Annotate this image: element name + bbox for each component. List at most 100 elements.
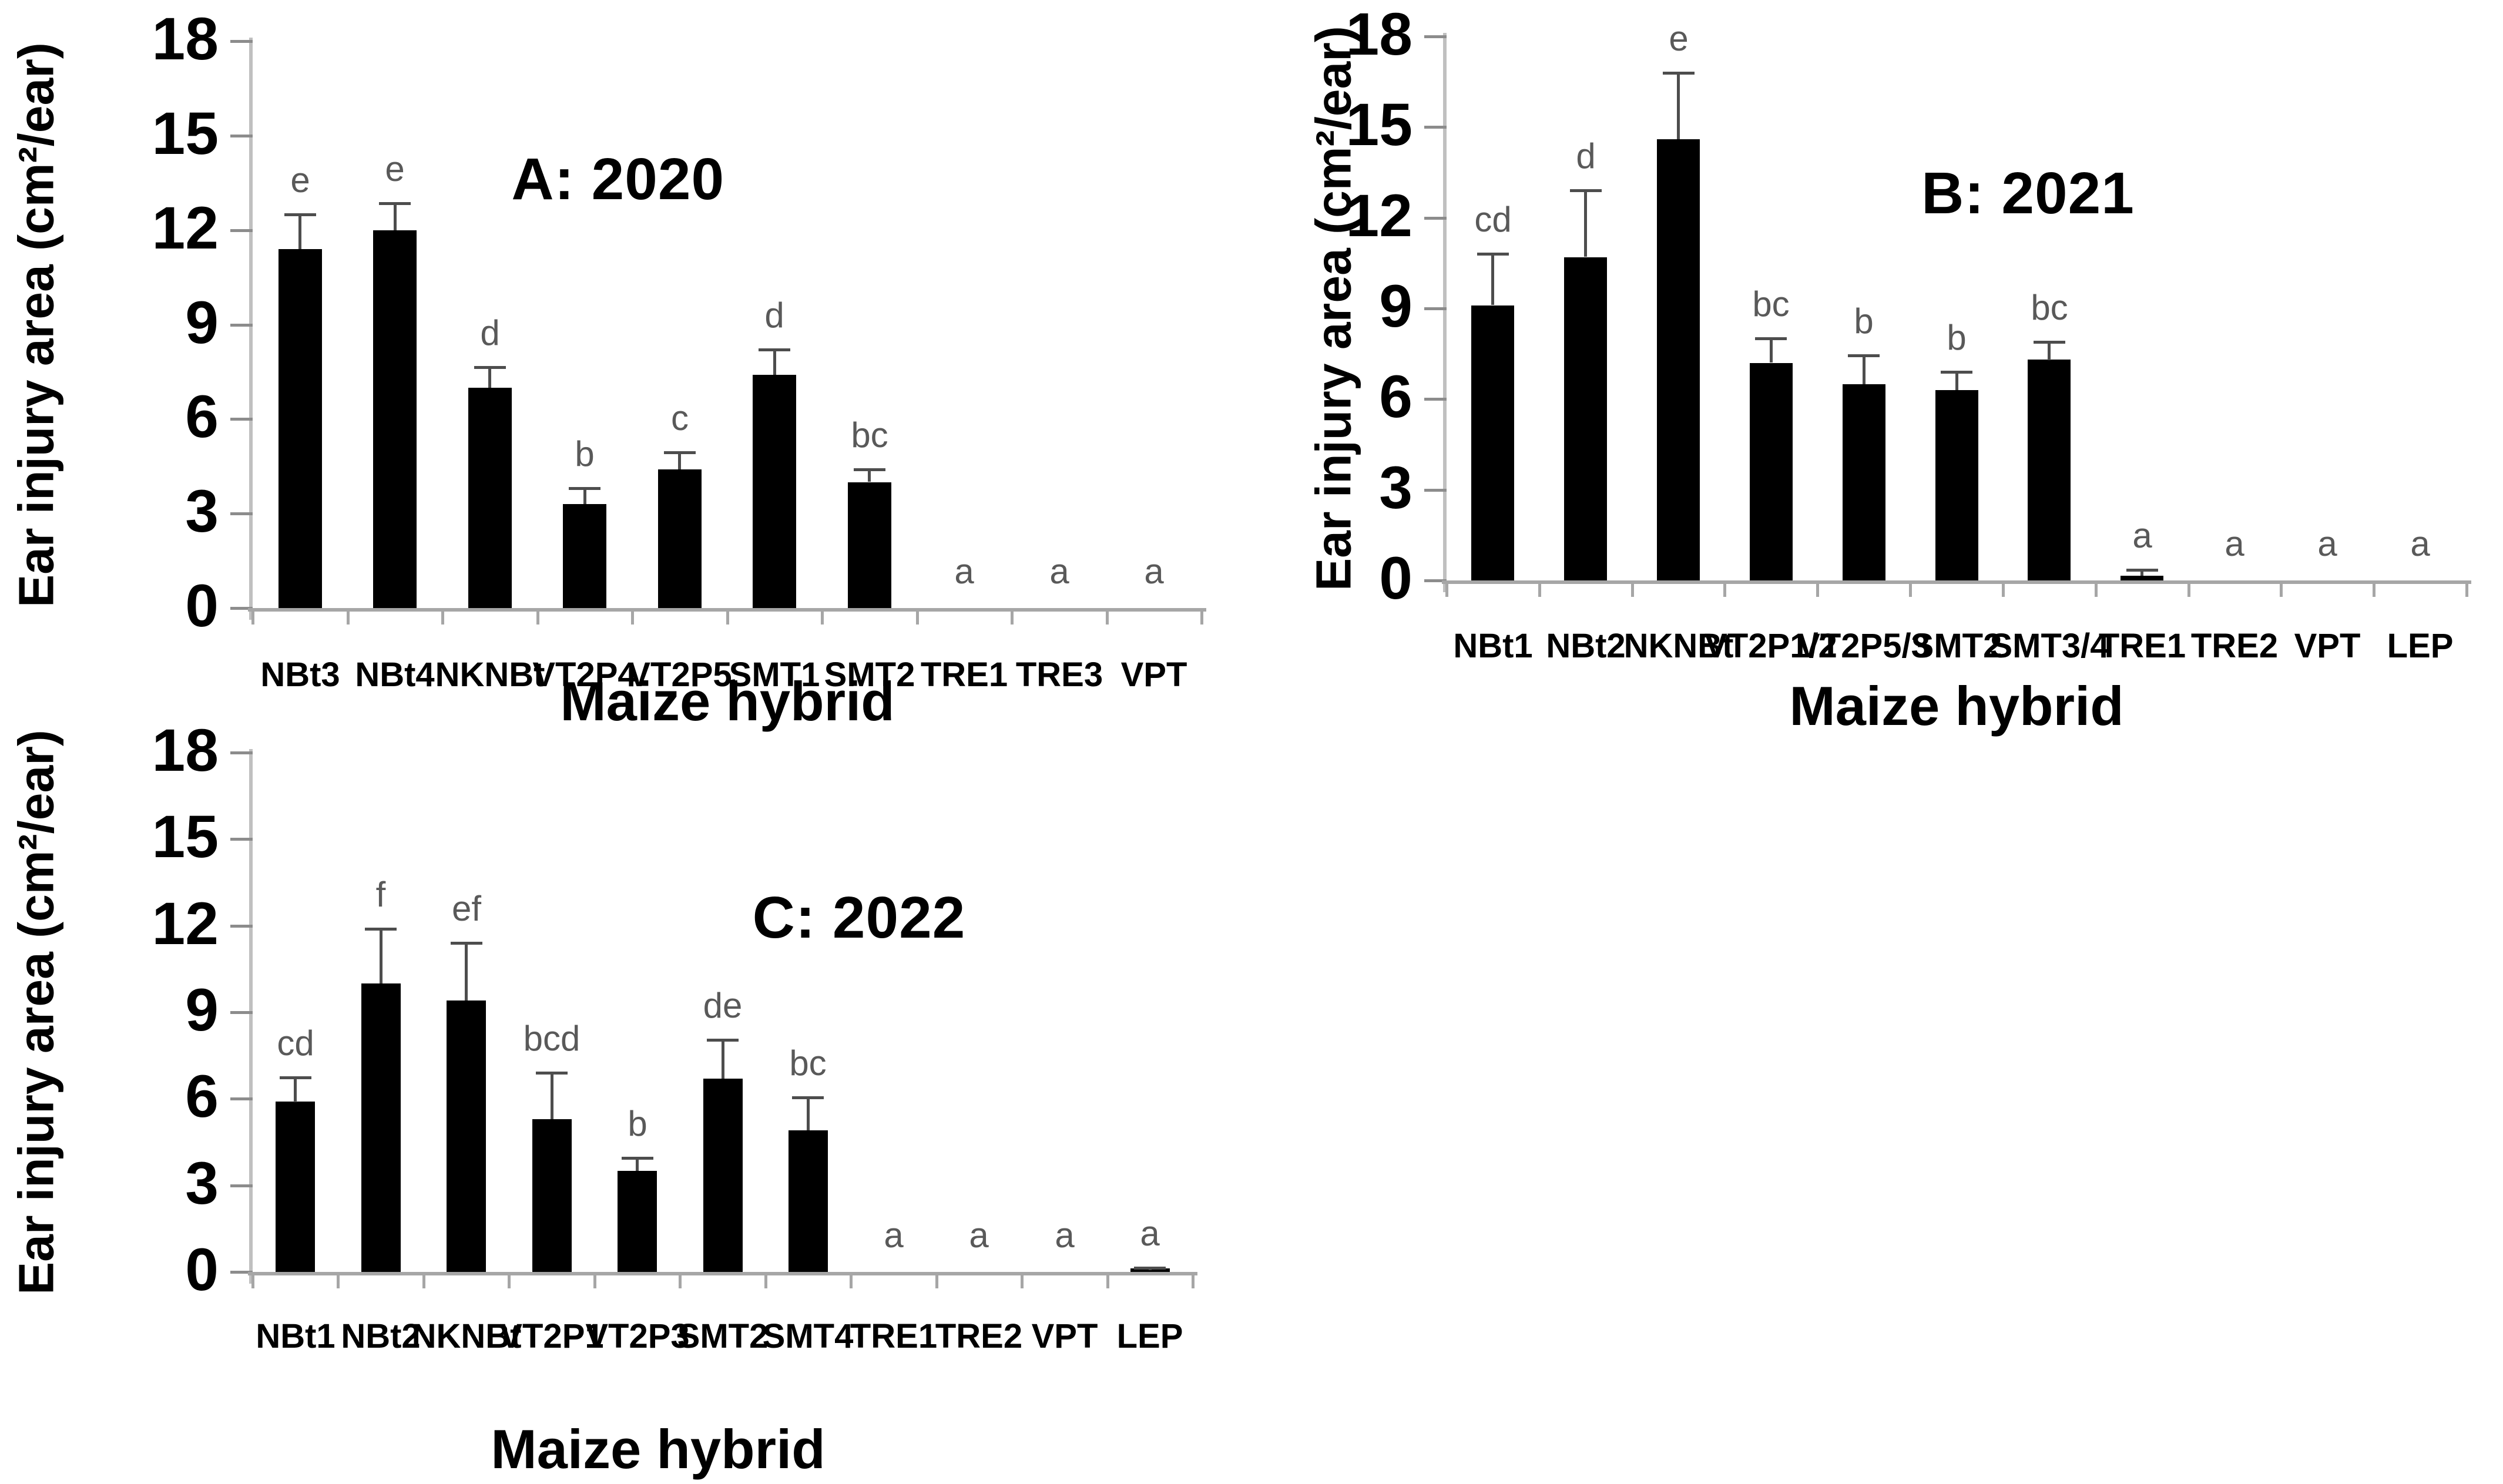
bar-smt4	[789, 1130, 828, 1272]
x-category-label-lep: LEP	[1116, 1317, 1183, 1355]
error-bar-cap-vt2p5-3	[1848, 354, 1880, 357]
error-bar-cap-nknbt	[474, 365, 506, 369]
bar-vt2p1-2	[1750, 363, 1793, 580]
x-tick-c	[935, 1275, 938, 1288]
y-tick-b	[1424, 307, 1447, 310]
bar-nbt1	[1471, 305, 1514, 580]
significance-letter-nbt2: d	[1576, 136, 1596, 176]
significance-letter-vt2p4: b	[575, 434, 595, 474]
error-bar-vt2p1-2	[1770, 338, 1773, 363]
x-tick-a	[347, 612, 350, 625]
significance-letter-nknbt: e	[1669, 19, 1689, 58]
x-tick-a	[536, 612, 539, 625]
x-tick-c	[251, 1275, 254, 1288]
x-category-label-smt4: SMT4	[762, 1317, 854, 1355]
error-bar-smt2	[1955, 372, 1958, 391]
significance-letter-nbt4: e	[385, 149, 405, 189]
x-axis-title-c: Maize hybrid	[491, 1418, 826, 1480]
x-tick-a	[916, 612, 919, 625]
bar-smt3-4	[2028, 360, 2071, 580]
y-tick-c	[230, 1184, 253, 1187]
error-bar-nbt4	[394, 203, 397, 231]
error-bar-vt2p1	[551, 1073, 553, 1120]
x-category-label-vt2p1-2: VT2P1/2	[1705, 627, 1837, 665]
error-bar-smt2	[868, 469, 871, 482]
error-bar-nbt1	[1491, 254, 1494, 305]
error-bar-smt2	[722, 1039, 724, 1079]
x-tick-b	[2373, 584, 2375, 597]
bar-vt2p1	[532, 1119, 572, 1272]
error-bar-nbt2	[380, 928, 383, 983]
y-tick-c	[230, 838, 253, 841]
bar-smt2	[848, 482, 891, 608]
x-category-label-nbt1: NBt1	[1453, 627, 1533, 665]
y-axis-line-a	[249, 38, 253, 620]
x-tick-b	[1909, 584, 1912, 597]
y-tick-label-a: 6	[185, 383, 219, 451]
significance-letter-vt2p3: b	[628, 1104, 647, 1143]
error-bar-cap-tre1	[2126, 568, 2158, 572]
error-bar-vt2p4	[583, 488, 586, 505]
y-tick-label-a: 3	[185, 478, 219, 545]
error-bar-vt2p5	[678, 452, 681, 469]
significance-letter-lep: a	[2410, 524, 2430, 563]
x-category-label-tre2: TRE2	[935, 1317, 1023, 1355]
x-axis-line-a	[248, 608, 1206, 612]
x-category-label-nknbt: NKNBt	[411, 1317, 522, 1355]
y-tick-a	[230, 418, 253, 421]
error-bar-cap-nbt1	[280, 1076, 311, 1079]
x-tick-a	[726, 612, 729, 625]
bar-vt2p5-3	[1843, 384, 1885, 580]
significance-letter-nknbt: ef	[451, 889, 482, 928]
y-tick-label-b: 3	[1379, 454, 1412, 521]
y-tick-a	[230, 229, 253, 232]
significance-letter-smt2: de	[703, 986, 743, 1025]
y-tick-label-a: 18	[152, 5, 219, 72]
x-category-label-tre3: TRE3	[1015, 656, 1103, 694]
x-tick-b	[2002, 584, 2005, 597]
significance-letter-tre1: a	[954, 552, 974, 591]
y-tick-label-b: 18	[1346, 0, 1412, 68]
x-tick-c	[1021, 1275, 1024, 1288]
x-category-label-tre1: TRE1	[850, 1317, 938, 1355]
bar-nknbt	[447, 1000, 486, 1272]
error-bar-nknbt	[1677, 72, 1680, 139]
y-tick-label-c: 12	[152, 889, 219, 957]
bar-vt2p4	[563, 504, 606, 608]
x-tick-a	[821, 612, 824, 625]
y-tick-a	[230, 323, 253, 327]
error-bar-cap-nbt1	[1477, 253, 1509, 256]
bar-smt1	[753, 375, 796, 608]
y-tick-c	[230, 1271, 253, 1274]
bar-smt2	[703, 1079, 743, 1272]
x-tick-b	[1538, 584, 1541, 597]
error-bar-cap-vt2p3	[622, 1157, 653, 1160]
y-tick-b	[1424, 216, 1447, 220]
error-bar-cap-smt2	[707, 1038, 739, 1042]
x-tick-b	[2095, 584, 2098, 597]
y-tick-label-b: 12	[1346, 182, 1412, 249]
error-bar-smt3-4	[2048, 341, 2051, 360]
y-axis-line-b	[1443, 33, 1447, 592]
error-bar-nknbt	[465, 943, 468, 1001]
x-tick-c	[593, 1275, 596, 1288]
error-bar-cap-smt2	[854, 468, 885, 472]
x-category-label-vt2p3: VT2P3	[585, 1317, 690, 1355]
x-axis-line-b	[1442, 580, 2471, 584]
significance-letter-nbt3: e	[290, 160, 310, 200]
significance-letter-tre1: a	[884, 1216, 904, 1255]
error-bar-cap-vt2p5	[664, 451, 696, 454]
y-tick-c	[230, 924, 253, 928]
x-category-label-vt2p4: VT2P4	[532, 656, 637, 694]
x-tick-a	[251, 612, 254, 625]
error-bar-cap-smt2	[1941, 371, 1972, 374]
error-bar-cap-smt3-4	[2034, 340, 2065, 344]
x-tick-c	[764, 1275, 767, 1288]
x-tick-c	[1192, 1275, 1195, 1288]
x-category-label-tre1: TRE1	[2098, 627, 2186, 665]
chart-panel-a: A: 2020 Ear injury area (cm²/ear) 0 3 6 9 12 15…	[0, 0, 1252, 742]
x-tick-c	[337, 1275, 340, 1288]
error-bar-vt2p5-3	[1863, 355, 1865, 384]
x-tick-c	[508, 1275, 511, 1288]
bar-nbt3	[279, 249, 322, 608]
